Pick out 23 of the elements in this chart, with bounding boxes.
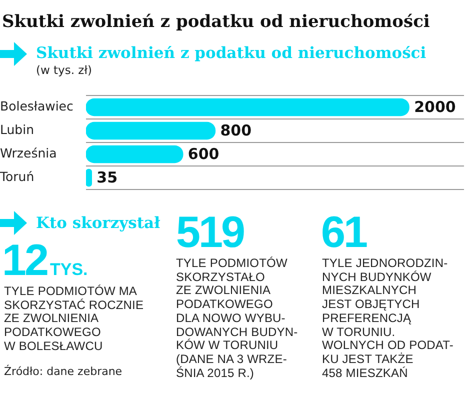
chart-subtitle: Skutki zwolnień z podatku od nieruchomości [36,43,426,62]
text: 12 [2,236,47,285]
text: Źródło: dane zebrane [4,365,122,378]
y-tick-label: Bolesławiec [0,98,74,114]
data-label: 600 [188,145,220,164]
bar [86,122,216,140]
data-label: 35 [96,168,118,187]
data-label: 2000 [414,98,456,116]
text: TYLE PODMIOTÓW SKORZYSTAŁO ZE ZWOLNIENIA PODATKOWEGO DLA NOWO WYBU- DOWANYCH BUDYN- KÓW W TORUNIU (DANE NA 3 WRZE- ŚNIA 2015 R.) [176,256,298,380]
data-label: 800 [220,122,252,140]
bar [86,145,184,164]
text: (w tys. zł) [36,63,92,77]
text: Kto skorzystał [36,213,160,232]
y-tick-label: Toruń [0,169,34,184]
bar [86,98,410,116]
y-tick-label: Września [0,146,57,160]
text: TYS. [50,260,88,280]
text: TYLE PODMIOTÓW MA SKORZYSTAĆ ROCZNIE ZE ZWOLNIENIA PODATKOWEGO W BOLESŁAWCU [4,284,144,354]
y-tick-label: Lubin [0,122,34,137]
text: TYLE JEDNORODZIN- NYCH BUDYNKÓW MIESZKALNYCH JEST OBJĘTYCH PREFERENCJĄ W TORUNIU. WOLNYCH OD PODAT- KU JEST TAKŻE 458 MIESZKAŃ [322,256,454,380]
text: 519 [176,208,244,257]
chart-title: Skutki zwolnień z podatku od nieruchomości [2,12,430,32]
text: 61 [321,208,366,257]
